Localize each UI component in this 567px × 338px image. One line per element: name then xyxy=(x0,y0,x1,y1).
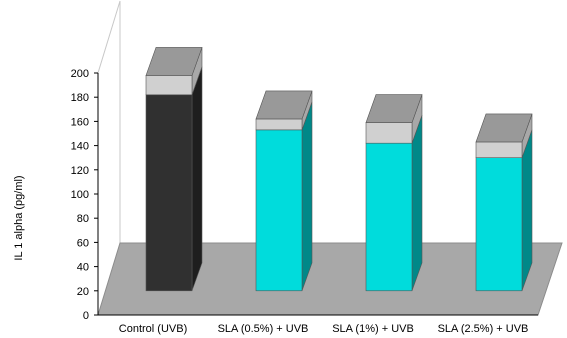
x-tick-label: SLA (0.5%) + UVB xyxy=(218,323,309,335)
bar-side xyxy=(301,101,313,291)
y-axis: 0 20 40 60 80 100 120 140 160 180 200 xyxy=(71,68,538,322)
y-tick-label: 140 xyxy=(71,141,89,153)
bar-group xyxy=(255,90,313,292)
bar-group xyxy=(475,113,533,292)
bar-top xyxy=(255,90,313,120)
bar xyxy=(255,129,303,292)
error-segment xyxy=(365,122,413,144)
bar-top xyxy=(475,113,533,143)
bar xyxy=(145,94,193,292)
bar-group xyxy=(145,47,203,292)
x-tick-label: SLA (2.5%) + UVB xyxy=(438,323,529,335)
bar-side xyxy=(191,66,203,291)
bar-group xyxy=(365,94,423,292)
y-tick-label: 200 xyxy=(71,68,89,80)
y-axis-label: IL 1 alpha (pg/ml) xyxy=(13,175,25,260)
bar xyxy=(365,142,413,292)
y-tick-label: 120 xyxy=(71,165,89,177)
bars xyxy=(145,47,533,292)
bar-top xyxy=(145,47,203,76)
y-tick-label: 180 xyxy=(71,92,89,104)
bar-top xyxy=(365,94,423,123)
error-segment xyxy=(145,75,193,96)
y-tick-label: 160 xyxy=(71,116,89,128)
bar-side xyxy=(411,115,423,291)
y-tick-label: 20 xyxy=(77,286,89,298)
y-tick-label: 40 xyxy=(77,262,89,274)
error-segment xyxy=(475,141,523,159)
y-tick-label: 100 xyxy=(71,189,89,201)
y-tick-label: 0 xyxy=(83,310,89,322)
y-tick-label: 60 xyxy=(77,237,89,249)
x-tick-label: SLA (1%) + UVB xyxy=(332,323,414,335)
y-tick-label: 80 xyxy=(77,213,89,225)
bar xyxy=(475,157,523,292)
error-segment xyxy=(255,118,303,131)
x-axis-labels: Control (UVB) SLA (0.5%) + UVB SLA (1%) + … xyxy=(119,323,529,335)
x-tick-label: Control (UVB) xyxy=(119,323,187,335)
